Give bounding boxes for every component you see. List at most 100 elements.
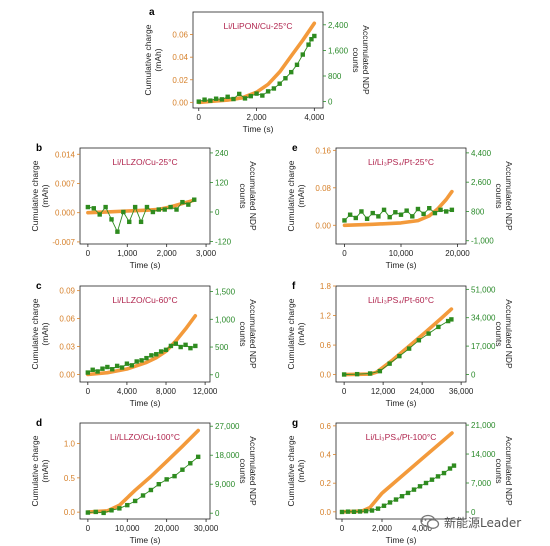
y-left-axis-label-line: Cumulative charge (30, 298, 40, 369)
x-tick-label: 2,000 (157, 249, 178, 258)
plot-frame (79, 422, 211, 520)
x-tick-label: 2,000 (372, 524, 393, 533)
y-left-tick-label: 0.2 (320, 479, 332, 488)
ndp-point (127, 219, 132, 225)
y-left-axis-label-line: (mAh) (40, 322, 50, 345)
y-left-tick-label: 0.08 (315, 184, 331, 193)
y-right-axis-label-line: Accumulated NDP (504, 299, 514, 369)
y-right-tick-label: 240 (215, 149, 229, 158)
chart-panel-g: g Li/Li₃PS₄/Pt-100°C 0 2,000 4,000 Time (s) 0.… (286, 418, 514, 545)
ndp-point (114, 363, 120, 369)
x-tick-label: 0 (86, 249, 91, 258)
ndp-point (367, 371, 373, 376)
ndp-point (387, 500, 393, 505)
ndp-point (312, 33, 317, 39)
x-axis-label: Time (s) (130, 398, 161, 408)
y-left-tick-label: 0.06 (59, 315, 75, 324)
y-right-axis-label-line: counts (494, 321, 504, 346)
ndp-point (429, 477, 435, 482)
y-right-axis-label: Accumulated NDPcounts (494, 436, 514, 506)
ndp-point (97, 212, 102, 217)
ndp-point (85, 204, 91, 210)
ndp-point (405, 490, 411, 496)
ndp-point (163, 347, 169, 353)
ndp-point (300, 52, 305, 57)
x-axis-label: Time (s) (386, 535, 417, 545)
y-left-axis-label-line: (mAh) (40, 459, 50, 482)
ndp-point (309, 37, 314, 42)
y-left-tick-label: 0.00 (59, 371, 75, 380)
panel-letter: e (292, 143, 298, 154)
y-left-axis-label-line: Cumulative charge (143, 24, 153, 95)
y-left-tick-label: 0.4 (320, 451, 332, 460)
y-right-tick-label: 51,000 (471, 285, 496, 294)
y-right-axis-label-line: counts (238, 321, 248, 346)
ndp-point (100, 366, 105, 371)
panel-letter: a (149, 7, 155, 18)
ndp-point (427, 206, 432, 211)
y-left-axis-label-line: (mAh) (296, 459, 306, 482)
y-left-tick-label: 0.007 (55, 179, 76, 188)
ndp-point (369, 508, 375, 513)
y-left-tick-label: 0.02 (172, 76, 188, 85)
y-left-axis-label-line: Cumulative charge (286, 435, 296, 506)
y-right-tick-label: 14,000 (471, 450, 496, 459)
ndp-point (213, 96, 219, 101)
chart-title: Li/LLZO/Cu-60°C (112, 295, 177, 305)
chart-panel-c: c Li/LLZO/Cu-60°C 0 4,000 8,000 12,000 Time (s… (30, 281, 258, 408)
wechat-icon (420, 514, 440, 530)
ndp-point (195, 454, 201, 460)
ndp-point (357, 509, 363, 514)
x-tick-label: 10,000 (389, 249, 414, 258)
y-left-axis-label-line: Cumulative charge (286, 298, 296, 369)
y-right-tick-label: 34,000 (471, 314, 496, 323)
chart-panel-f: f Li/Li₃PS₄/Pt-60°C 0 12,000 24,000 36,000 Tim… (286, 281, 514, 408)
ndp-point (393, 210, 398, 215)
x-axis-label: Time (s) (130, 535, 161, 545)
ndp-point (193, 343, 198, 349)
y-right-tick-label: 0 (328, 98, 333, 107)
y-right-tick-label: 7,000 (471, 479, 492, 488)
ndp-line (341, 465, 455, 513)
y-left-tick-label: 0.0 (320, 371, 332, 380)
ndp-point (162, 207, 167, 212)
ndp-point (173, 341, 178, 346)
y-right-tick-label: 27,000 (215, 422, 240, 431)
ndp-point (306, 42, 311, 47)
ndp-point (150, 209, 156, 215)
x-tick-label: 0 (340, 524, 345, 533)
ndp-point (119, 365, 125, 370)
y-right-tick-label: 800 (471, 207, 485, 216)
y-right-tick-label: 2,600 (471, 178, 492, 187)
ndp-point (188, 461, 193, 466)
ndp-line (344, 318, 452, 375)
ndp-point (110, 367, 115, 372)
y-left-axis-label: Cumulative charge(mAh) (143, 24, 163, 95)
ndp-point (158, 349, 164, 354)
ndp-point (359, 209, 364, 214)
y-left-axis-label-line: (mAh) (153, 48, 163, 71)
ndp-point (95, 369, 100, 374)
y-right-tick-label: 800 (328, 72, 342, 81)
ndp-point (363, 508, 369, 514)
panel-letter: c (36, 281, 42, 292)
ndp-point (438, 207, 443, 213)
x-tick-label: 24,000 (410, 387, 435, 396)
ndp-point (254, 91, 259, 96)
y-right-axis-label-line: Accumulated NDP (248, 299, 258, 369)
ndp-point (345, 509, 351, 514)
ndp-point (132, 204, 138, 210)
y-left-tick-label: 0.06 (172, 31, 188, 40)
y-right-axis-label: Accumulated NDPcounts (494, 161, 514, 231)
y-right-tick-label: 4,400 (471, 149, 492, 158)
y-right-tick-label: 0 (215, 371, 220, 380)
ndp-point (188, 345, 193, 351)
y-right-axis-label-line: counts (494, 458, 504, 483)
ndp-point (353, 215, 358, 221)
ndp-point (129, 363, 135, 368)
ndp-point (426, 331, 431, 336)
ndp-point (180, 199, 185, 205)
ndp-point (186, 202, 191, 207)
x-tick-label: 4,000 (117, 387, 138, 396)
ndp-point (342, 218, 347, 223)
